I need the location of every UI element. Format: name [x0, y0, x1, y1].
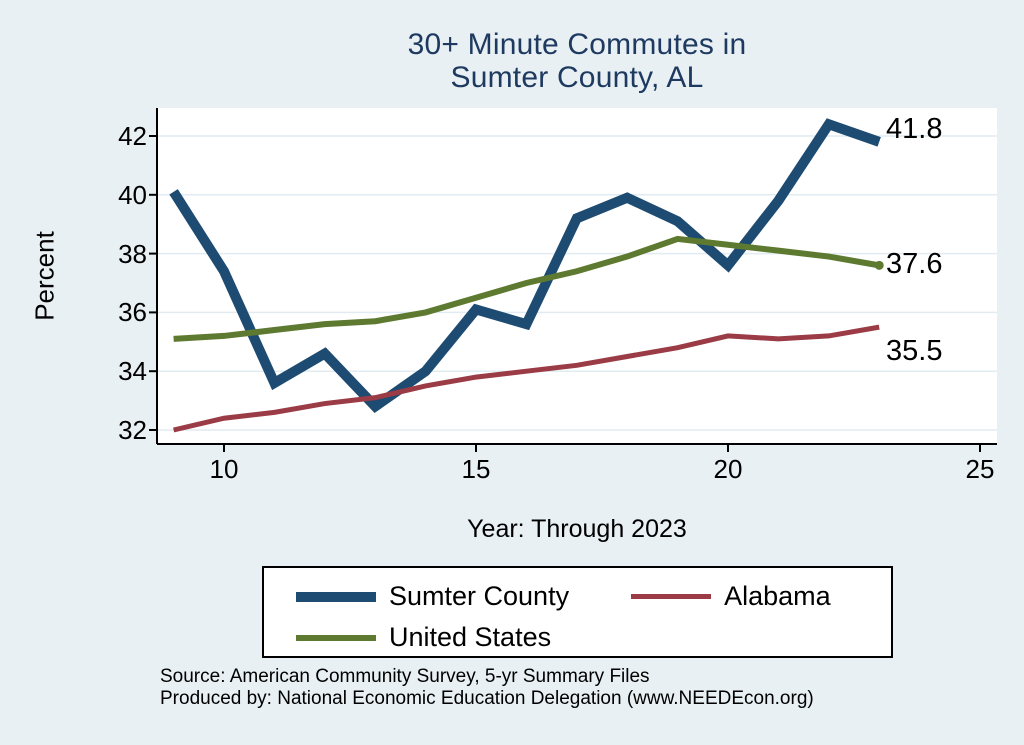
y-tick-label-40: 40: [118, 179, 147, 210]
legend-item-alabama: Alabama: [631, 581, 831, 612]
series-line-united-states: [173, 235, 880, 342]
legend-grid: Sumter County Alabama United States: [264, 568, 891, 653]
plot-area: [157, 108, 997, 444]
x-tick-label-20: 20: [713, 454, 743, 484]
chart-title-line1: 30+ Minute Commutes in: [407, 28, 747, 61]
legend-swatch-alabama: [631, 594, 712, 599]
produced-by-line: Produced by: National Economic Education…: [160, 688, 814, 709]
source-note: Source: American Community Survey, 5-yr …: [160, 666, 814, 710]
y-tick-label-34: 34: [118, 356, 147, 387]
series-end-marker-united-states: [874, 260, 884, 270]
end-label-alabama: 35.5: [886, 335, 943, 368]
source-line: Source: American Community Survey, 5-yr …: [160, 666, 650, 687]
legend-label-sumter-county: Sumter County: [389, 581, 570, 611]
x-axis-label: Year: Through 2023: [467, 515, 687, 543]
y-axis-label: Percent: [29, 231, 60, 321]
legend-label-alabama: Alabama: [724, 581, 831, 611]
y-tick-label-38: 38: [118, 238, 147, 269]
x-tick-label-10: 10: [209, 454, 239, 484]
chart-title-line2: Sumter County, AL: [450, 61, 704, 94]
y-tick-label-36: 36: [118, 297, 147, 328]
legend-label-united-states: United States: [389, 622, 552, 652]
end-label-sumter-county: 41.8: [886, 112, 943, 145]
legend-swatch-sumter-county: [296, 591, 376, 602]
end-label-united-states: 37.6: [886, 248, 943, 281]
y-tick-label-42: 42: [118, 121, 147, 151]
series-line-alabama: [173, 324, 880, 433]
legend-item-united-states: United States: [296, 622, 569, 653]
x-tick-label-15: 15: [461, 454, 491, 484]
legend-swatch-united-states: [296, 634, 376, 641]
legend-item-sumter-county: Sumter County: [296, 581, 569, 612]
series-line-sumter-county: [169, 118, 881, 414]
y-tick-label-32: 32: [118, 415, 147, 445]
legend: Sumter County Alabama United States: [262, 566, 893, 658]
x-tick-label-25: 25: [965, 454, 995, 484]
chart-title: 30+ Minute Commutes in Sumter County, AL: [157, 28, 997, 94]
